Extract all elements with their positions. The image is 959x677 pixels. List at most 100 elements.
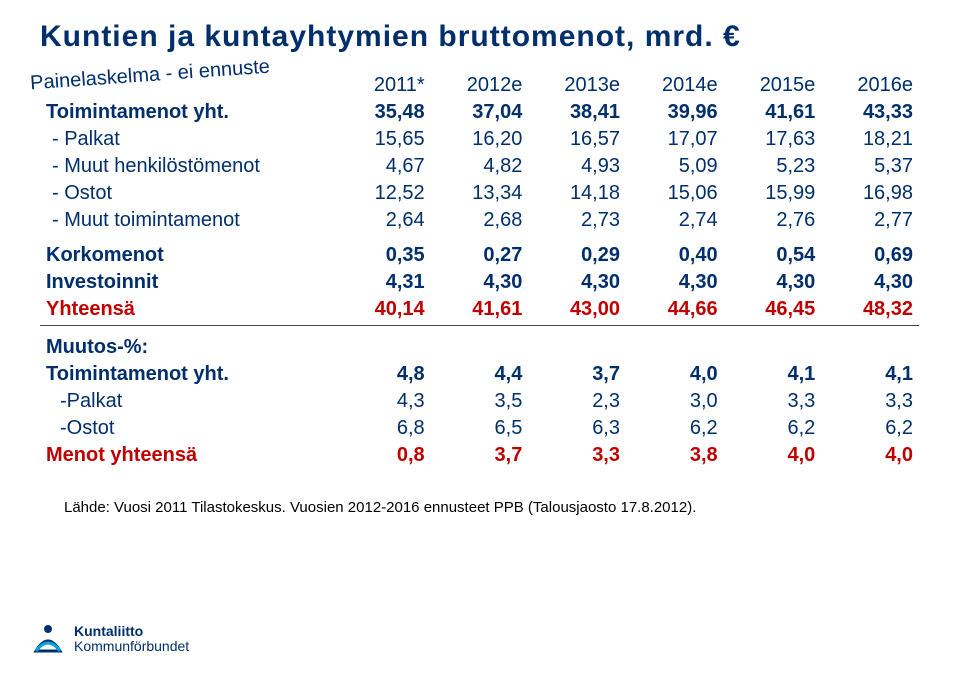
col-2012: 2012e (431, 72, 529, 99)
table-row: - Muut henkilöstömenot4,674,824,935,095,… (40, 153, 919, 180)
cell: 0,54 (724, 242, 822, 269)
cell: 3,3 (821, 388, 919, 415)
cell: 18,21 (821, 126, 919, 153)
data-table: 2011* 2012e 2013e 2014e 2015e 2016e Toim… (40, 72, 919, 469)
cell: 2,64 (340, 207, 431, 234)
cell: 41,61 (724, 99, 822, 126)
cell: 0,29 (528, 242, 626, 269)
cell: 4,4 (431, 361, 529, 388)
row-label: - Palkat (40, 126, 340, 153)
source-text: Lähde: Vuosi 2011 Tilastokeskus. Vuosien… (64, 499, 919, 516)
cell: 16,57 (528, 126, 626, 153)
col-2016: 2016e (821, 72, 919, 99)
cell: 4,30 (626, 269, 724, 296)
cell: 39,96 (626, 99, 724, 126)
cell: 16,20 (431, 126, 529, 153)
page-title: Kuntien ja kuntayhtymien bruttomenot, mr… (40, 20, 919, 54)
cell: 4,82 (431, 153, 529, 180)
cell: 2,74 (626, 207, 724, 234)
cell: 5,09 (626, 153, 724, 180)
cell: 43,00 (528, 296, 626, 326)
table-row: - Ostot12,5213,3414,1815,0615,9916,98 (40, 180, 919, 207)
col-2014: 2014e (626, 72, 724, 99)
cell: 3,5 (431, 388, 529, 415)
table-row: -Ostot6,86,56,36,26,26,2 (40, 415, 919, 442)
row-label: - Ostot (40, 180, 340, 207)
cell: 3,8 (626, 442, 724, 469)
cell: 6,8 (340, 415, 431, 442)
table-row: Toimintamenot yht.4,84,43,74,04,14,1 (40, 361, 919, 388)
cell: 37,04 (431, 99, 529, 126)
cell: 43,33 (821, 99, 919, 126)
cell: 35,48 (340, 99, 431, 126)
cell: 14,18 (528, 180, 626, 207)
table-row: - Muut toimintamenot2,642,682,732,742,76… (40, 207, 919, 234)
row-label: - Muut henkilöstömenot (40, 153, 340, 180)
yhteensa-row: Yhteensä40,1441,6143,0044,6646,4548,32 (40, 296, 919, 326)
cell: 0,40 (626, 242, 724, 269)
cell: 17,07 (626, 126, 724, 153)
row-label: Investoinnit (40, 269, 340, 296)
table-row: Toimintamenot yht.35,4837,0438,4139,9641… (40, 99, 919, 126)
row-label: Toimintamenot yht. (40, 99, 340, 126)
cell: 4,31 (340, 269, 431, 296)
cell: 0,35 (340, 242, 431, 269)
cell: 38,41 (528, 99, 626, 126)
table-row: - Palkat15,6516,2016,5717,0717,6318,21 (40, 126, 919, 153)
cell: 3,3 (724, 388, 822, 415)
cell: 2,77 (821, 207, 919, 234)
cell: 3,7 (431, 442, 529, 469)
cell: 2,76 (724, 207, 822, 234)
cell: 4,0 (821, 442, 919, 469)
cell: 2,73 (528, 207, 626, 234)
cell: 5,37 (821, 153, 919, 180)
table-row: Korkomenot0,350,270,290,400,540,69 (40, 242, 919, 269)
cell: 15,65 (340, 126, 431, 153)
cell: 3,3 (528, 442, 626, 469)
cell: 4,0 (724, 442, 822, 469)
cell: 5,23 (724, 153, 822, 180)
cell: 0,69 (821, 242, 919, 269)
menot-row: Menot yhteensä0,83,73,33,84,04,0 (40, 442, 919, 469)
logo-text: Kuntaliitto Kommunförbundet (74, 624, 189, 655)
row-label: Menot yhteensä (40, 442, 340, 469)
cell: 4,0 (626, 361, 724, 388)
cell: 6,2 (821, 415, 919, 442)
logo-icon (30, 621, 66, 657)
row-label: - Muut toimintamenot (40, 207, 340, 234)
cell: 41,61 (431, 296, 529, 326)
col-2013: 2013e (528, 72, 626, 99)
cell: 3,0 (626, 388, 724, 415)
cell: 6,5 (431, 415, 529, 442)
cell: 4,1 (724, 361, 822, 388)
row-label: Korkomenot (40, 242, 340, 269)
cell: 44,66 (626, 296, 724, 326)
cell: 16,98 (821, 180, 919, 207)
cell: 6,3 (528, 415, 626, 442)
logo: Kuntaliitto Kommunförbundet (30, 621, 189, 657)
table-row: Investoinnit4,314,304,304,304,304,30 (40, 269, 919, 296)
cell: 3,7 (528, 361, 626, 388)
cell: 4,30 (431, 269, 529, 296)
cell: 40,14 (340, 296, 431, 326)
muutos-title: Muutos-%: (40, 334, 919, 361)
row-label: Toimintamenot yht. (40, 361, 340, 388)
cell: 0,8 (340, 442, 431, 469)
cell: 4,30 (528, 269, 626, 296)
cell: 12,52 (340, 180, 431, 207)
cell: 15,06 (626, 180, 724, 207)
cell: 4,3 (340, 388, 431, 415)
cell: 0,27 (431, 242, 529, 269)
cell: 4,30 (724, 269, 822, 296)
cell: 2,68 (431, 207, 529, 234)
cell: 4,1 (821, 361, 919, 388)
cell: 17,63 (724, 126, 822, 153)
cell: 4,8 (340, 361, 431, 388)
col-2015: 2015e (724, 72, 822, 99)
cell: 4,67 (340, 153, 431, 180)
row-label: -Ostot (40, 415, 340, 442)
cell: 13,34 (431, 180, 529, 207)
cell: 15,99 (724, 180, 822, 207)
cell: 48,32 (821, 296, 919, 326)
cell: 6,2 (626, 415, 724, 442)
